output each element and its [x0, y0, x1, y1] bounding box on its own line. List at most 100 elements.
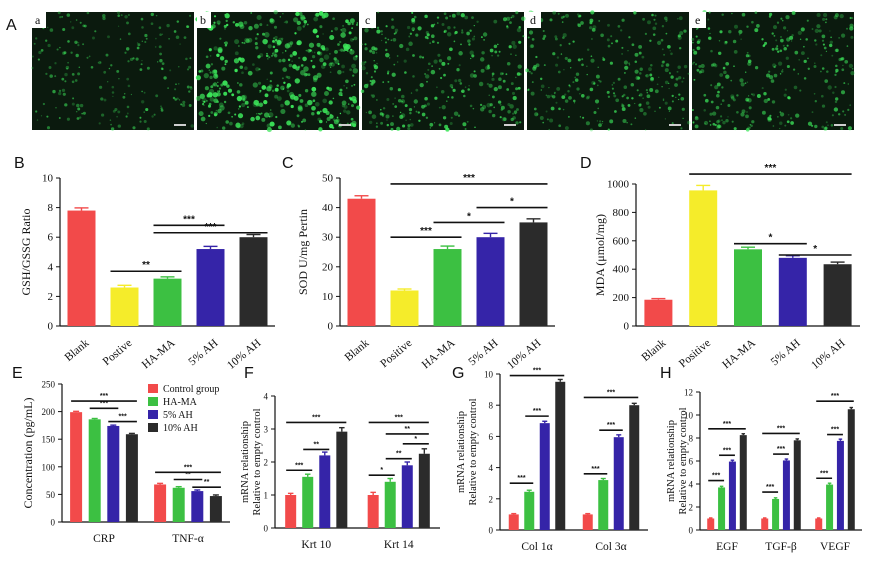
fluorescence-spot — [581, 58, 584, 61]
fluorescence-spot — [773, 73, 778, 78]
fluorescence-spot — [298, 93, 302, 97]
fluorescence-spot — [279, 16, 281, 18]
fluorescence-spot — [294, 32, 297, 35]
fluorescence-spot — [218, 90, 221, 92]
fluorescence-spot — [286, 85, 290, 89]
fluorescence-spot — [552, 10, 557, 15]
fluorescence-spot — [834, 73, 837, 77]
fluorescence-spot — [127, 32, 131, 36]
fluorescence-spot — [712, 62, 716, 67]
x-category-label: Blank — [640, 337, 669, 364]
fluorescence-spot — [498, 50, 501, 53]
fluorescence-spot — [638, 51, 642, 55]
significance-label: *** — [100, 400, 108, 407]
fluorescence-spot — [780, 36, 782, 38]
y-axis-label: mRNA relationship — [666, 420, 677, 502]
fluorescence-spot — [751, 20, 754, 24]
fluorescence-spot — [457, 114, 461, 117]
fluorescence-spot — [493, 19, 498, 24]
fluorescence-spot — [599, 80, 602, 83]
fluorescence-spot — [98, 85, 103, 89]
fluorescence-spot — [548, 86, 550, 89]
fluorescence-spot — [607, 95, 611, 98]
fluorescence-spot — [647, 105, 651, 109]
y-tick-label: 0 — [624, 321, 630, 333]
significance-label: ** — [142, 260, 150, 271]
fluorescence-spot — [568, 85, 572, 88]
fluorescence-spot — [634, 69, 639, 74]
fluorescence-spot — [562, 15, 565, 18]
fluorescence-spot — [698, 70, 702, 74]
fluorescence-spot — [237, 108, 240, 110]
y-tick-label: 8 — [48, 202, 54, 214]
fluorescence-spot — [313, 16, 319, 22]
fluorescence-spot — [518, 40, 522, 44]
legend-label: 10% AH — [163, 423, 198, 434]
fluorescence-spot — [661, 25, 665, 28]
fluorescence-spot — [590, 10, 595, 15]
fluorescence-spot — [444, 124, 449, 129]
fluorescence-spot — [49, 74, 53, 78]
fluorescence-spot — [568, 96, 572, 100]
y-tick-label: 4 — [48, 261, 54, 273]
microscopy-tile-b: b — [195, 10, 361, 133]
fluorescence-spot — [782, 44, 785, 47]
fluorescence-spot — [568, 84, 571, 87]
fluorescence-spot — [74, 40, 78, 45]
fluorescence-spot — [289, 84, 292, 86]
fluorescence-spot — [337, 63, 340, 65]
fluorescence-spot — [388, 57, 391, 59]
fluorescence-spot — [797, 30, 802, 35]
fluorescence-spot — [83, 24, 87, 28]
fluorescence-spot — [842, 64, 844, 67]
fluorescence-spot — [820, 70, 822, 73]
fluorescence-spot — [311, 54, 316, 59]
fluorescence-spot — [825, 50, 828, 53]
tile-label-bg — [527, 12, 541, 28]
fluorescence-spot — [733, 24, 739, 29]
fluorescence-spot — [352, 99, 358, 104]
fluorescence-spot — [712, 122, 716, 126]
y-tick-label: 2 — [489, 494, 494, 504]
fluorescence-spot — [733, 50, 738, 54]
fluorescence-spot — [671, 122, 674, 125]
fluorescence-spot — [331, 62, 334, 65]
fluorescence-spot — [216, 20, 221, 25]
fluorescence-spot — [328, 63, 332, 67]
y-axis-label: Relative to empty control — [468, 398, 479, 505]
fluorescence-spot — [244, 102, 247, 105]
fluorescence-spot — [696, 46, 701, 51]
fluorescence-spot — [369, 120, 373, 125]
fluorescence-spot — [267, 44, 272, 49]
fluorescence-spot — [471, 16, 474, 19]
fluorescence-spot — [469, 104, 473, 108]
fluorescence-spot — [626, 122, 628, 124]
fluorescence-spot — [654, 14, 657, 17]
y-tick-label: 30 — [322, 232, 334, 244]
fluorescence-spot — [682, 77, 685, 79]
fluorescence-spot — [352, 74, 355, 77]
fluorescence-spot — [708, 36, 712, 40]
fluorescence-spot — [474, 126, 476, 128]
fluorescence-spot — [614, 110, 617, 113]
fluorescence-spot — [265, 54, 269, 58]
fluorescence-spot — [746, 99, 749, 102]
fluorescence-spot — [772, 125, 775, 127]
microscopy-tile-e: e — [691, 10, 855, 132]
fluorescence-spot — [716, 82, 721, 87]
fluorescence-spot — [257, 81, 262, 85]
fluorescence-spot — [299, 99, 304, 103]
fluorescence-spot — [266, 24, 269, 27]
fluorescence-spot — [98, 122, 101, 125]
fluorescence-spot — [396, 55, 399, 57]
fluorescence-spot — [471, 37, 475, 41]
fluorescence-spot — [431, 34, 435, 38]
fluorescence-spot — [487, 64, 490, 67]
fluorescence-spot — [385, 48, 388, 52]
fluorescence-spot — [429, 127, 432, 129]
fluorescence-spot — [660, 38, 664, 42]
fluorescence-spot — [419, 55, 422, 59]
fluorescence-spot — [343, 109, 347, 113]
